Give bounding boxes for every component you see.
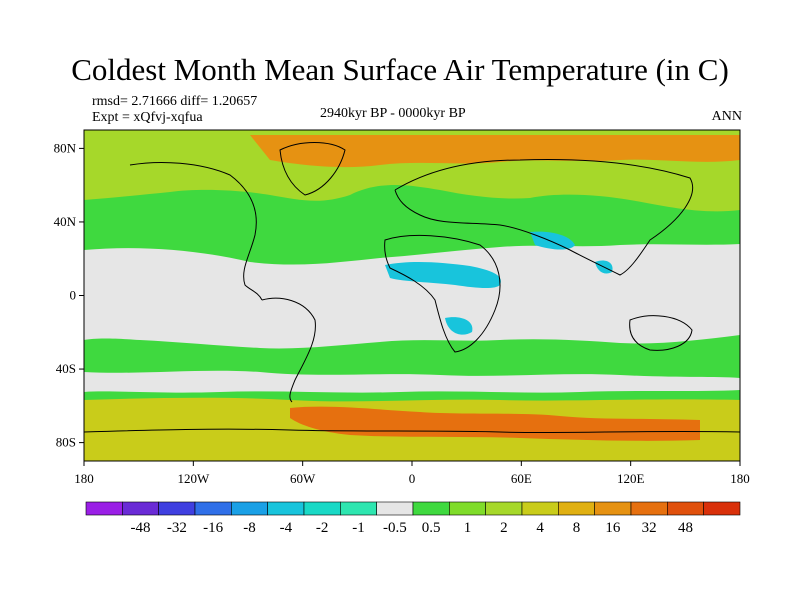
coastline-south-america xyxy=(261,297,316,403)
colorbar-swatch xyxy=(703,501,741,516)
x-tick-label: 60E xyxy=(511,471,532,486)
colorbar-label: 1 xyxy=(464,520,472,536)
x-tick-label: 0 xyxy=(409,471,416,486)
colorbar-label: -32 xyxy=(167,520,187,536)
colorbar-swatch xyxy=(85,501,123,516)
colorbar-label: -0.5 xyxy=(383,520,407,536)
x-tick-label: 60W xyxy=(290,471,316,486)
colorbar-label: 16 xyxy=(605,520,621,536)
y-tick-label: 40N xyxy=(54,214,77,229)
colorbar-swatch xyxy=(412,501,450,516)
season-label: ANN xyxy=(711,109,742,124)
colorbar-swatch xyxy=(267,501,305,516)
coastlines xyxy=(83,142,741,434)
y-tick-label: 40S xyxy=(56,361,76,376)
chart-title: Coldest Month Mean Surface Air Temperatu… xyxy=(71,52,729,87)
x-axis: 180 120W 60W 0 60E 120E 180 xyxy=(74,461,750,486)
field-negative-patch-southern-africa xyxy=(445,317,473,335)
x-tick-label: 120E xyxy=(617,471,645,486)
x-tick-label: 180 xyxy=(74,471,94,486)
colorbar-swatch xyxy=(558,501,595,516)
colorbar-label: -1 xyxy=(352,520,365,536)
coastline-greenland xyxy=(279,142,346,196)
coastline-australia xyxy=(629,315,693,351)
colorbar-swatch xyxy=(667,501,704,516)
colorbar-swatch xyxy=(231,501,268,516)
field-negative-patch-arabia xyxy=(530,231,575,250)
coastline-antarctica xyxy=(83,428,741,434)
coastline-eurasia xyxy=(394,159,694,276)
colorbar-swatch xyxy=(630,501,668,516)
colorbar-label: 0.5 xyxy=(422,520,441,536)
experiment-label: Expt = xQfvj-xqfua xyxy=(92,110,203,125)
colorbar-label: -4 xyxy=(280,520,293,536)
colorbar-labels: -48 -32 -16 -8 -4 -2 -1 -0.5 0.5 1 2 4 8 16 32 48 xyxy=(131,520,694,536)
field-arctic-warm xyxy=(250,135,740,168)
y-tick-label: 0 xyxy=(70,288,77,303)
y-axis: 80N 40N 0 40S 80S xyxy=(54,140,84,450)
x-tick-label: 180 xyxy=(730,471,750,486)
field-negative-patch-africa xyxy=(385,262,501,289)
coastline-africa xyxy=(384,234,501,353)
coastline-north-america xyxy=(129,162,263,301)
colorbar-swatch xyxy=(303,501,341,516)
colorbar-swatch xyxy=(449,501,486,516)
field-southern-neutral xyxy=(84,370,740,393)
stats-label: rmsd= 2.71666 diff= 1.20657 xyxy=(92,94,258,109)
colorbar-label: 48 xyxy=(678,520,693,536)
colorbar-swatch xyxy=(194,501,232,516)
colorbar-label: -8 xyxy=(243,520,256,536)
colorbar-swatch xyxy=(485,501,523,516)
field-tropical-neutral xyxy=(84,244,740,349)
colorbar-swatch xyxy=(594,501,632,516)
y-tick-label: 80N xyxy=(54,140,77,155)
colorbar-swatch xyxy=(521,501,559,516)
colorbar-swatch xyxy=(158,501,196,516)
colorbar-label: 4 xyxy=(536,520,544,536)
colorbar-label: -48 xyxy=(131,520,151,536)
colorbar-label: -2 xyxy=(316,520,329,536)
colorbar-swatch xyxy=(376,501,414,516)
temperature-field xyxy=(84,130,740,461)
colorbar-swatch xyxy=(122,501,159,516)
y-tick-label: 80S xyxy=(56,435,76,450)
colorbar-label: 32 xyxy=(642,520,657,536)
colorbar-swatch xyxy=(340,501,377,516)
colorbar-label: 8 xyxy=(573,520,581,536)
colorbar-label: -16 xyxy=(203,520,223,536)
x-tick-label: 120W xyxy=(177,471,210,486)
period-label: 2940kyr BP - 0000kyr BP xyxy=(320,106,466,121)
colorbar xyxy=(85,501,741,516)
colorbar-label: 2 xyxy=(500,520,508,536)
